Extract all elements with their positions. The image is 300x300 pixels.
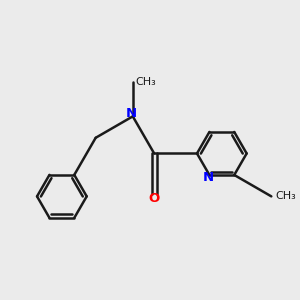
Text: N: N [202, 171, 214, 184]
Text: O: O [148, 192, 160, 205]
Text: CH₃: CH₃ [136, 77, 156, 87]
Text: CH₃: CH₃ [276, 191, 296, 201]
Text: N: N [126, 107, 137, 120]
